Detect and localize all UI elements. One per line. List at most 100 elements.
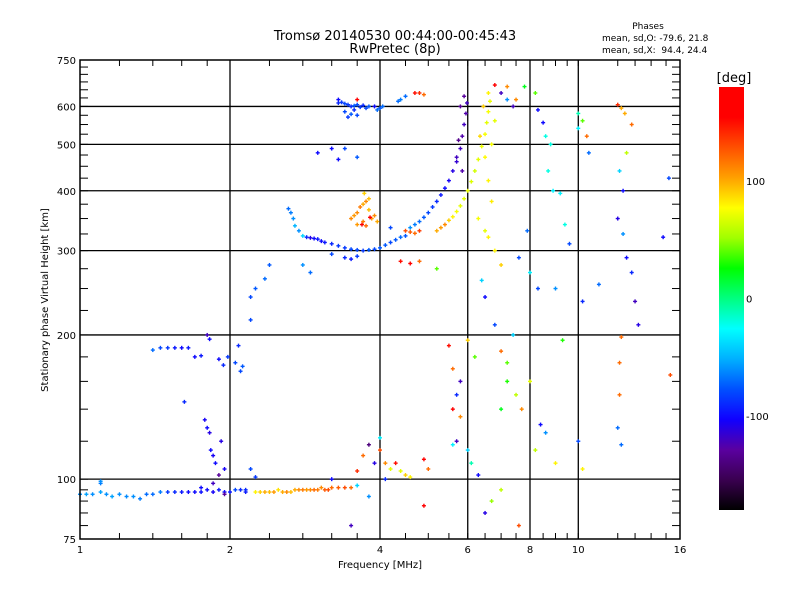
colorbar-tick-label: 100 xyxy=(746,177,765,188)
data-point xyxy=(619,106,624,111)
data-point xyxy=(84,492,89,497)
data-point xyxy=(361,202,366,207)
data-point xyxy=(661,235,666,240)
data-point xyxy=(349,247,354,252)
data-point xyxy=(479,278,484,283)
data-point xyxy=(378,448,382,453)
data-point xyxy=(352,103,357,108)
data-point xyxy=(668,372,673,377)
data-point xyxy=(104,492,109,497)
data-point xyxy=(546,168,551,173)
data-point xyxy=(505,360,510,365)
data-point xyxy=(486,109,491,114)
data-point xyxy=(553,286,558,291)
data-point xyxy=(216,357,221,362)
data-point xyxy=(514,97,519,102)
colorbar-gradient xyxy=(719,87,744,510)
data-point xyxy=(243,487,248,492)
data-point xyxy=(366,196,371,201)
data-point xyxy=(499,349,504,354)
data-point xyxy=(434,266,439,271)
data-point xyxy=(465,338,470,343)
data-point xyxy=(336,485,341,490)
data-point xyxy=(352,213,357,218)
data-point xyxy=(408,261,413,266)
data-point xyxy=(421,92,426,97)
data-point xyxy=(499,90,504,95)
x-tick-label: 16 xyxy=(674,545,687,556)
data-point xyxy=(342,485,347,490)
data-point xyxy=(412,231,417,236)
data-point xyxy=(412,222,417,227)
data-point xyxy=(345,102,350,107)
data-point xyxy=(576,111,581,116)
data-point xyxy=(430,204,435,209)
data-point xyxy=(300,487,305,492)
data-point xyxy=(211,490,216,495)
x-tick-label: 4 xyxy=(377,545,383,556)
data-point xyxy=(368,215,373,220)
data-point xyxy=(393,461,398,466)
data-point xyxy=(326,487,331,492)
data-point xyxy=(558,191,563,196)
data-point xyxy=(514,392,519,397)
data-point xyxy=(186,345,191,350)
data-point xyxy=(124,494,129,499)
data-point xyxy=(355,97,360,102)
data-point xyxy=(633,299,638,304)
y-tick-label: 600 xyxy=(57,102,76,113)
data-point xyxy=(417,228,422,233)
colorbar-tick-label: 0 xyxy=(746,295,752,306)
data-point xyxy=(205,487,210,492)
y-tick-label: 750 xyxy=(57,56,76,67)
data-point xyxy=(172,345,177,350)
colorbar-label: [deg] xyxy=(717,71,752,86)
data-point xyxy=(393,237,398,242)
data-point xyxy=(342,146,347,151)
data-point xyxy=(528,270,532,275)
data-point xyxy=(465,100,470,105)
data-point xyxy=(450,214,455,219)
data-point xyxy=(117,492,122,497)
data-point xyxy=(238,369,243,374)
data-point xyxy=(90,492,95,497)
data-point xyxy=(388,240,393,245)
data-point xyxy=(528,379,532,384)
data-point xyxy=(300,262,305,267)
data-points xyxy=(78,83,673,528)
y-axis-label: Stationary phase Virtual Height [km] xyxy=(40,208,51,392)
data-point xyxy=(355,468,360,473)
data-point xyxy=(158,345,163,350)
data-point xyxy=(253,286,258,291)
data-point xyxy=(280,490,285,495)
data-point xyxy=(158,490,163,495)
data-point xyxy=(417,90,422,95)
data-point xyxy=(219,439,224,444)
data-point xyxy=(486,178,491,183)
data-point xyxy=(619,335,624,340)
data-point xyxy=(319,239,324,244)
data-point xyxy=(248,317,253,322)
y-tick-label: 400 xyxy=(57,187,76,198)
data-point xyxy=(408,225,413,230)
data-point xyxy=(213,461,218,466)
data-point xyxy=(450,442,455,447)
data-point xyxy=(131,494,136,499)
data-point xyxy=(364,106,369,111)
data-point xyxy=(629,122,634,127)
chart-subtitle: RwPretec (8p) xyxy=(349,42,440,57)
data-point xyxy=(352,107,357,112)
data-point xyxy=(288,490,293,495)
data-point xyxy=(458,379,463,384)
data-point xyxy=(329,146,334,151)
data-point xyxy=(408,475,413,480)
data-point xyxy=(476,157,481,162)
data-point xyxy=(342,255,347,260)
data-point xyxy=(472,168,477,173)
data-point xyxy=(438,225,443,230)
data-point xyxy=(165,345,170,350)
chart-title: Tromsø 20140530 00:44:00-00:45:43 xyxy=(273,29,516,44)
data-point xyxy=(312,487,317,492)
data-point xyxy=(619,442,624,447)
data-point xyxy=(355,113,360,118)
